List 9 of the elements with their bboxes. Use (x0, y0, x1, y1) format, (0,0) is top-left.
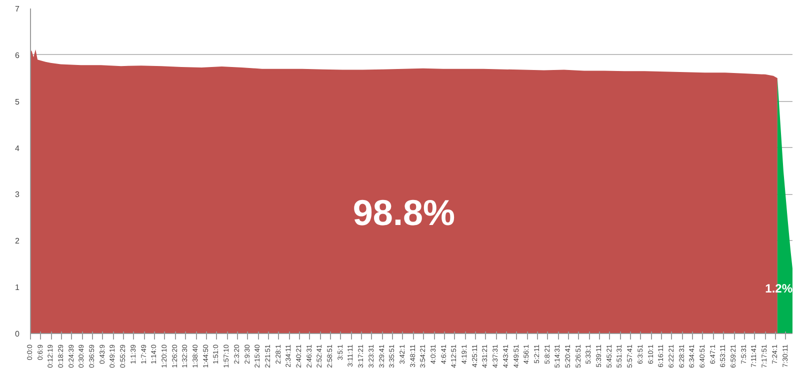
y-tick-label: 2 (15, 236, 20, 246)
y-tick-label: 6 (15, 50, 20, 60)
y-tick-label: 1 (15, 283, 20, 292)
series-label: 98.8% (352, 192, 455, 234)
y-tick-label: 4 (15, 144, 20, 153)
y-tick-label: 3 (15, 190, 20, 200)
y-tick-label: 7 (15, 4, 20, 14)
y-tick-label: 5 (15, 97, 20, 106)
y-tick-label: 0 (15, 330, 20, 338)
